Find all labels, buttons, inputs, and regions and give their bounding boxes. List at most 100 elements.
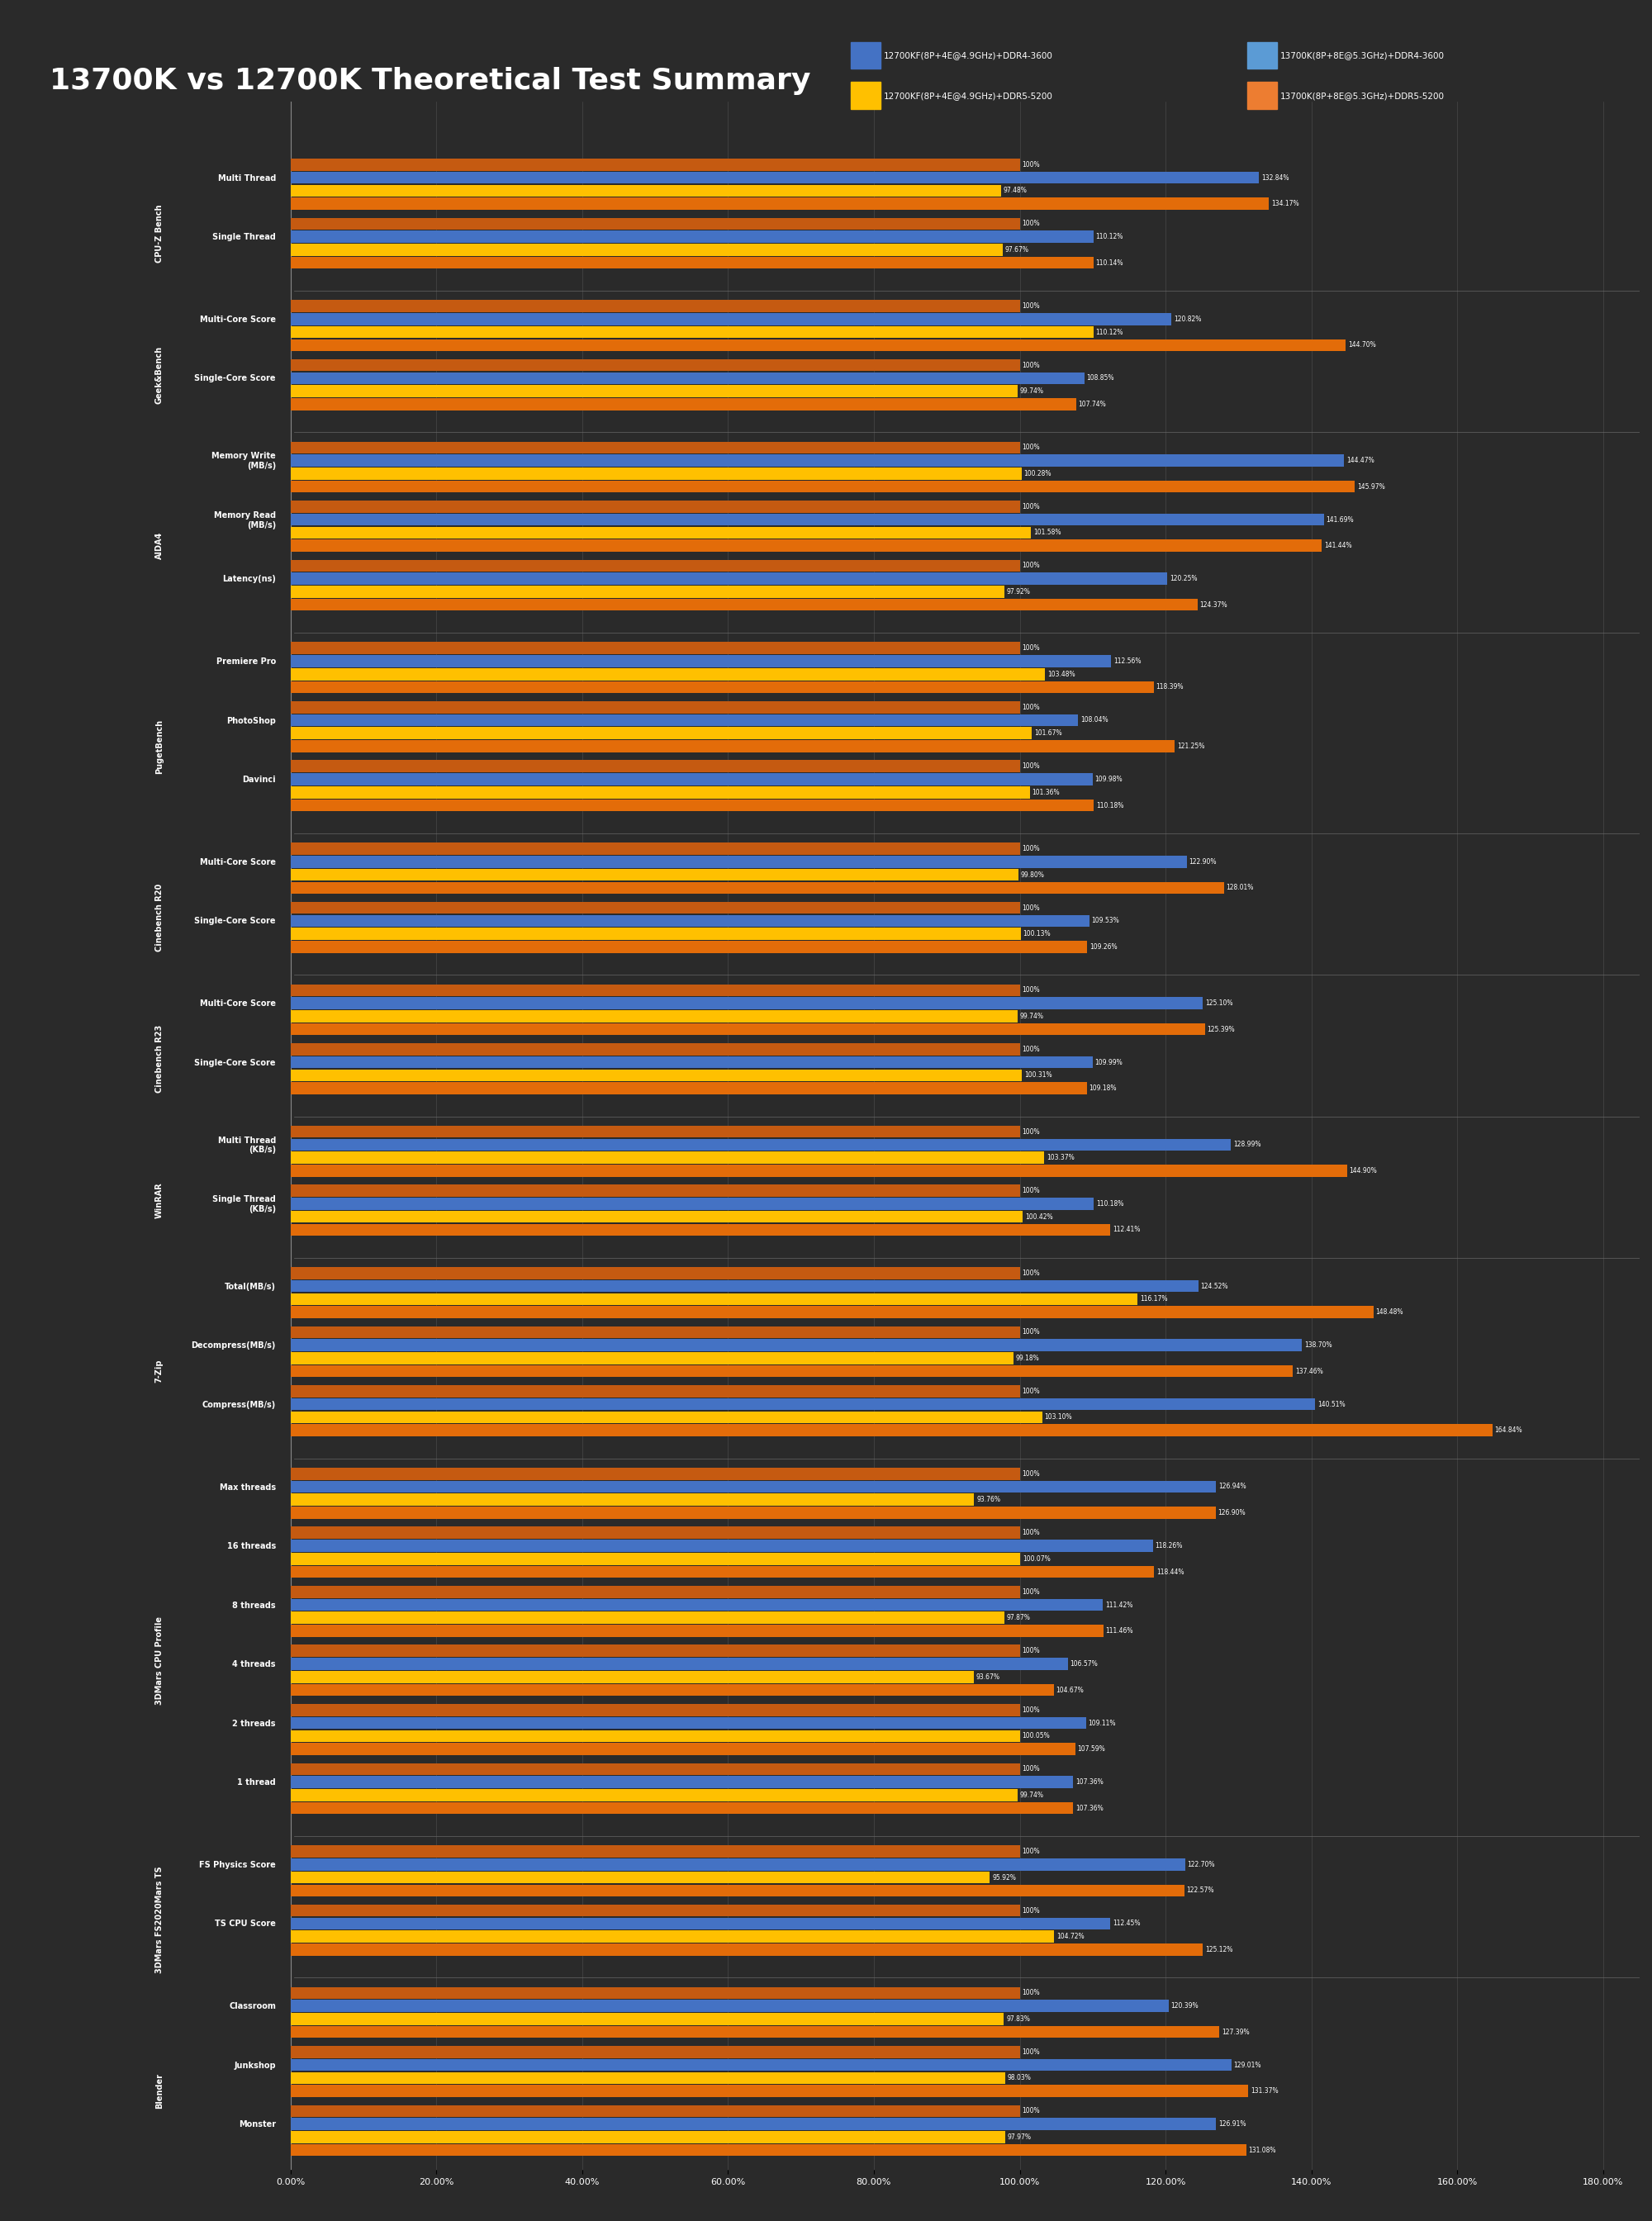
Text: Single Thread: Single Thread — [213, 233, 276, 242]
Text: 100%: 100% — [1023, 1186, 1039, 1195]
Text: 125.12%: 125.12% — [1204, 1946, 1232, 1952]
Text: Geek&Bench: Geek&Bench — [155, 346, 164, 404]
Bar — [291, 560, 1019, 571]
Bar — [291, 642, 1019, 655]
Text: 100.42%: 100.42% — [1024, 1213, 1052, 1222]
Bar — [291, 2012, 1004, 2026]
Text: 100%: 100% — [1023, 2108, 1039, 2114]
Text: 104.67%: 104.67% — [1056, 1686, 1084, 1695]
Text: 110.12%: 110.12% — [1095, 233, 1123, 240]
Bar — [291, 1526, 1019, 1539]
Text: 103.48%: 103.48% — [1047, 671, 1075, 677]
Text: 97.83%: 97.83% — [1006, 2014, 1029, 2023]
Text: 100%: 100% — [1023, 762, 1039, 771]
Text: 100%: 100% — [1023, 1908, 1039, 1915]
Bar — [291, 1717, 1085, 1728]
Text: 97.48%: 97.48% — [1003, 187, 1028, 195]
Bar — [291, 398, 1075, 411]
Text: 99.74%: 99.74% — [1019, 1013, 1044, 1019]
Bar — [291, 1481, 1216, 1493]
Bar — [291, 984, 1019, 997]
Text: 106.57%: 106.57% — [1070, 1659, 1097, 1668]
Bar — [291, 1306, 1373, 1319]
Bar — [291, 1930, 1054, 1943]
Bar — [291, 2086, 1249, 2097]
Bar — [291, 1011, 1018, 1022]
Text: 145.97%: 145.97% — [1358, 482, 1384, 491]
Text: 110.14%: 110.14% — [1095, 260, 1123, 267]
Text: 132.84%: 132.84% — [1262, 173, 1289, 182]
Bar — [291, 682, 1153, 693]
Text: 141.44%: 141.44% — [1325, 542, 1351, 549]
Bar — [291, 1164, 1346, 1177]
Text: Decompress(MB/s): Decompress(MB/s) — [192, 1341, 276, 1350]
Bar — [291, 842, 1019, 855]
Text: 100%: 100% — [1023, 1766, 1039, 1772]
Bar — [291, 455, 1345, 466]
Text: WinRAR: WinRAR — [155, 1182, 164, 1219]
Bar — [291, 740, 1175, 753]
Bar — [291, 1872, 990, 1883]
Bar — [291, 340, 1346, 351]
Text: PugetBench: PugetBench — [155, 720, 164, 773]
Text: 100%: 100% — [1023, 2048, 1039, 2057]
Bar — [291, 1763, 1019, 1775]
Bar — [291, 1801, 1074, 1815]
Text: 100%: 100% — [1023, 844, 1039, 853]
Bar — [291, 184, 1001, 198]
Bar — [291, 1917, 1110, 1930]
Bar — [291, 218, 1019, 229]
Bar — [291, 868, 1018, 882]
Text: 93.67%: 93.67% — [976, 1672, 999, 1681]
Bar — [291, 586, 1004, 597]
Bar — [291, 2143, 1246, 2157]
Bar — [291, 702, 1019, 713]
Text: 104.72%: 104.72% — [1056, 1932, 1084, 1941]
Text: 109.26%: 109.26% — [1089, 944, 1117, 951]
Text: 137.46%: 137.46% — [1295, 1368, 1323, 1375]
Bar — [291, 1586, 1019, 1597]
Bar — [291, 1057, 1092, 1068]
Bar — [291, 258, 1094, 269]
Bar — [291, 500, 1019, 513]
Text: 100%: 100% — [1023, 1990, 1039, 1997]
Bar — [291, 1268, 1019, 1279]
Text: 99.18%: 99.18% — [1016, 1355, 1039, 1361]
Bar — [291, 2119, 1216, 2130]
Text: 126.90%: 126.90% — [1218, 1508, 1246, 1517]
Text: 103.37%: 103.37% — [1046, 1155, 1074, 1162]
Bar — [291, 2106, 1019, 2117]
Text: 100%: 100% — [1023, 1588, 1039, 1595]
Bar — [291, 1495, 975, 1506]
Text: Compress(MB/s): Compress(MB/s) — [202, 1401, 276, 1408]
Bar — [291, 997, 1203, 1008]
Text: 100%: 100% — [1023, 1848, 1039, 1855]
Bar — [291, 773, 1092, 786]
Bar — [291, 326, 1094, 338]
Text: Single Thread
(KB/s): Single Thread (KB/s) — [213, 1195, 276, 1213]
Text: 100.31%: 100.31% — [1024, 1071, 1052, 1079]
Text: Cinebench R23: Cinebench R23 — [155, 1024, 164, 1093]
Bar — [291, 942, 1087, 953]
Bar — [291, 1197, 1094, 1210]
Text: 97.92%: 97.92% — [1006, 589, 1031, 595]
Bar — [291, 1224, 1110, 1235]
Text: 134.17%: 134.17% — [1270, 200, 1298, 207]
Text: 110.12%: 110.12% — [1095, 329, 1123, 335]
Text: 100%: 100% — [1023, 1046, 1039, 1053]
Bar — [291, 231, 1094, 242]
Text: 1 thread: 1 thread — [238, 1779, 276, 1786]
Bar — [291, 786, 1029, 797]
Bar — [291, 1943, 1203, 1954]
Bar — [291, 2059, 1231, 2070]
Text: Single-Core Score: Single-Core Score — [195, 375, 276, 382]
Bar — [291, 1859, 1184, 1870]
Text: 103.10%: 103.10% — [1044, 1413, 1072, 1421]
Bar — [291, 1386, 1019, 1397]
Bar — [291, 1139, 1231, 1150]
Text: CPU-Z Bench: CPU-Z Bench — [155, 204, 164, 262]
Bar — [291, 1424, 1493, 1437]
Text: 109.11%: 109.11% — [1089, 1719, 1117, 1726]
Bar — [291, 1846, 1019, 1857]
Bar — [291, 1777, 1074, 1788]
